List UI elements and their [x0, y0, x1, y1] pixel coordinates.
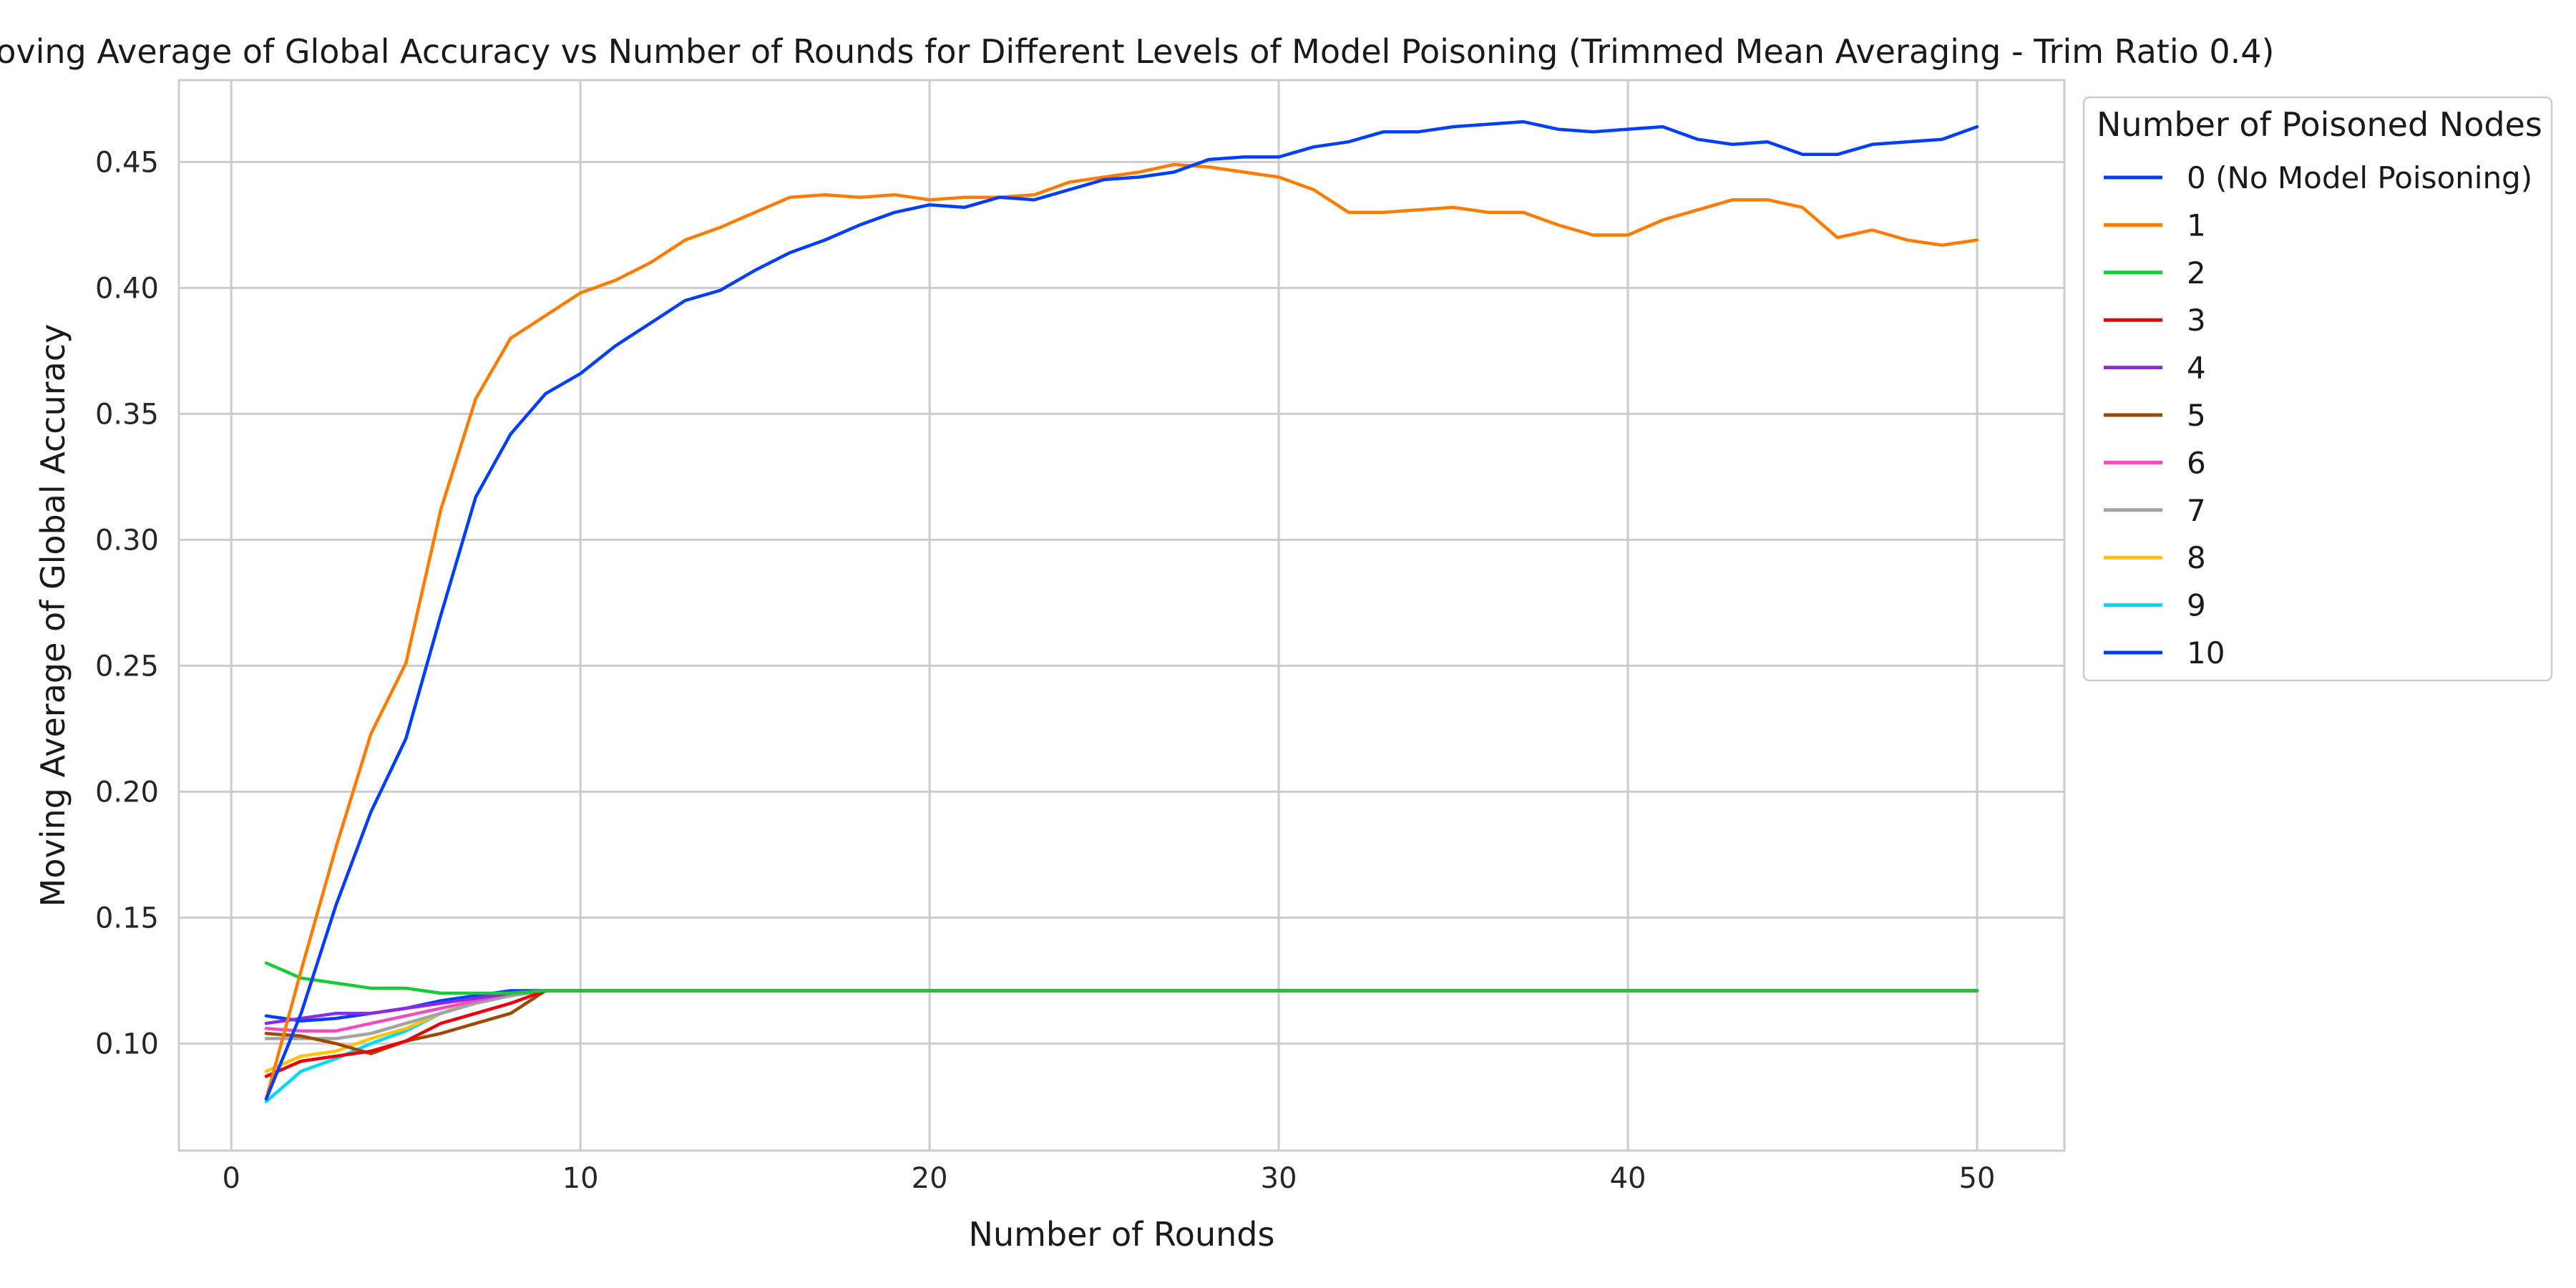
x-tick-label: 20 — [912, 1162, 948, 1195]
legend-box — [2082, 96, 2553, 682]
y-tick-label: 0.30 — [95, 524, 159, 557]
x-tick-label: 0 — [222, 1162, 240, 1195]
series-line-1 — [264, 162, 1979, 1101]
y-tick-label: 0.15 — [95, 902, 159, 935]
legend-item-label: 9 — [2187, 588, 2206, 623]
legend-item-label: 0 (No Model Poisoning) — [2187, 160, 2532, 195]
legend-item-label: 5 — [2187, 398, 2206, 433]
series-lines — [264, 119, 1979, 1103]
y-tick-label: 0.20 — [95, 776, 159, 809]
legend-item-label: 8 — [2187, 540, 2206, 575]
legend-item-label: 4 — [2187, 351, 2206, 386]
legend-item-label: 1 — [2187, 208, 2206, 243]
y-tick-labels: 0.10 0.15 0.20 0.25 0.30 0.35 0.40 0.45 — [95, 146, 159, 1060]
plot-frame — [177, 79, 2066, 1152]
y-tick-label: 0.40 — [95, 272, 159, 305]
y-tick-label: 0.10 — [95, 1028, 159, 1060]
y-axis-label: Moving Average of Global Accuracy — [34, 324, 72, 907]
legend: Number of Poisoned Nodes 0 (No Model Poi… — [2082, 96, 2553, 682]
chart-title: Moving Average of Global Accuracy vs Num… — [0, 32, 2274, 71]
legend-item-label: 10 — [2187, 635, 2225, 670]
x-axis-label: Number of Rounds — [969, 1215, 1275, 1254]
legend-item-label: 7 — [2187, 493, 2206, 528]
legend-items: 0 (No Model Poisoning) 1 2 3 4 5 6 7 8 9 10 — [2104, 160, 2532, 670]
grid — [179, 80, 2064, 1151]
y-tick-label: 0.35 — [95, 398, 159, 431]
x-tick-label: 50 — [1959, 1162, 1996, 1195]
x-tick-labels: 0 10 20 30 40 50 — [222, 1162, 1995, 1195]
x-tick-label: 30 — [1261, 1162, 1297, 1195]
y-tick-label: 0.45 — [95, 146, 159, 179]
x-tick-label: 10 — [562, 1162, 599, 1195]
series-line-2 — [264, 961, 1979, 995]
legend-title: Number of Poisoned Nodes — [2097, 105, 2542, 144]
y-tick-label: 0.25 — [95, 650, 159, 683]
x-tick-label: 40 — [1610, 1162, 1646, 1195]
legend-item-label: 3 — [2187, 303, 2206, 338]
series-line-0 — [264, 119, 1979, 1101]
legend-item-label: 2 — [2187, 255, 2206, 291]
legend-item-label: 6 — [2187, 445, 2206, 480]
